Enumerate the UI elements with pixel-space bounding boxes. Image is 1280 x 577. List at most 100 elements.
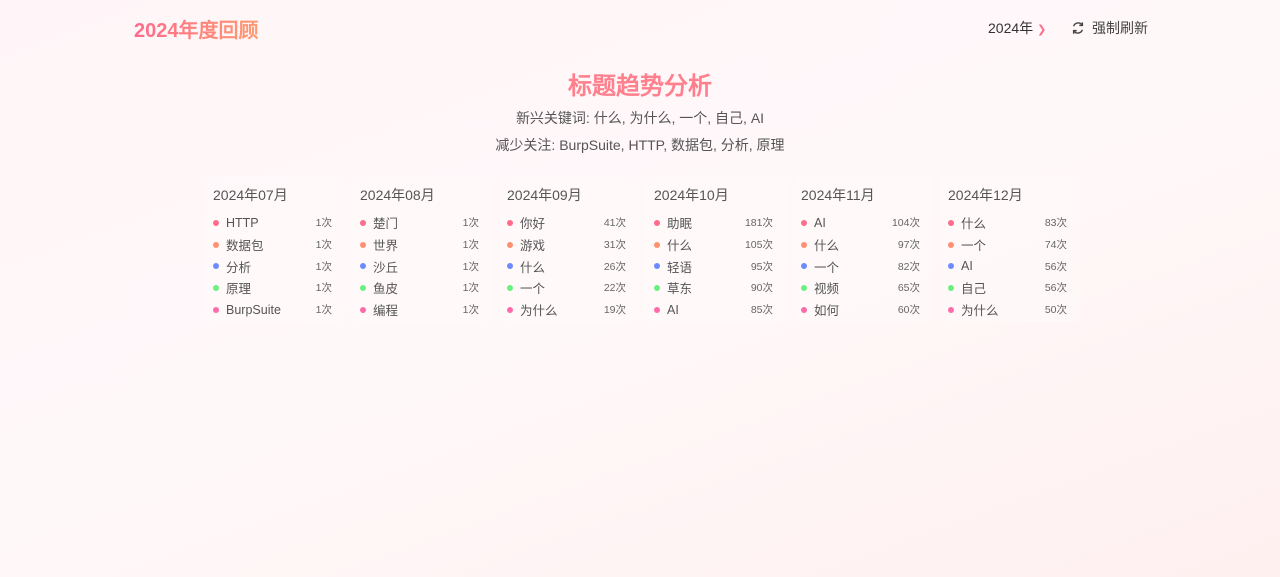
keyword: HTTP: [226, 215, 259, 230]
dot-icon: [360, 306, 366, 313]
month-label: 2024年11月: [801, 187, 875, 203]
dot-icon: [507, 284, 513, 291]
month-card: 2024年09月 你好 41次 游戏 31次 什么 26次 一个 22次 为什么 19次: [499, 176, 639, 322]
keyword: 视频: [814, 282, 840, 297]
chevron-down-icon: ❯: [1037, 24, 1047, 36]
keyword-item: 分析 1次: [213, 255, 337, 277]
keyword-count: 1次: [315, 282, 332, 295]
keyword: 世界: [373, 239, 399, 254]
keyword: 沙丘: [373, 260, 399, 275]
keyword: BurpSuite: [226, 302, 281, 317]
dot-icon: [801, 284, 807, 291]
keyword-count: 105次: [744, 239, 773, 252]
year-select[interactable]: 2024年 ❯: [988, 18, 1046, 38]
month-label: 2024年07月: [213, 187, 288, 203]
dot-icon: [360, 241, 366, 248]
keyword-item: AI 104次: [801, 212, 925, 234]
keyword-count: 1次: [315, 304, 332, 317]
keyword: 你好: [520, 217, 546, 232]
keyword-item: BurpSuite 1次: [213, 299, 337, 321]
keyword: 什么: [961, 217, 987, 232]
keyword-item: 为什么 19次: [507, 299, 631, 321]
keyword: AI: [961, 259, 973, 274]
keyword-count: 19次: [603, 304, 626, 317]
dot-icon: [360, 284, 366, 291]
emerging-keywords: 新兴关键词: 什么, 为什么, 一个, 自己, AI: [515, 110, 765, 126]
keyword: 如何: [814, 304, 840, 319]
keyword-count: 60次: [897, 304, 920, 317]
keyword-count: 56次: [1044, 260, 1067, 273]
refresh-button[interactable]: 强制刷新: [1071, 18, 1148, 38]
keyword-count: 1次: [462, 239, 479, 252]
dot-icon: [213, 284, 219, 291]
keyword: 原理: [226, 282, 252, 297]
dot-icon: [801, 241, 807, 248]
page-title: 标题趋势分析: [568, 73, 712, 100]
keyword: 鱼皮: [373, 282, 399, 297]
keyword-item: 编程 1次: [360, 299, 484, 321]
dot-icon: [948, 306, 954, 313]
dot-icon: [213, 263, 219, 270]
keyword-count: 85次: [750, 304, 773, 317]
keyword: 数据包: [226, 239, 264, 254]
month-card: 2024年12月 什么 83次 一个 74次 AI 56次 自己 56次 为什么 50次: [940, 176, 1080, 322]
dot-icon: [507, 241, 513, 248]
dot-icon: [948, 263, 954, 270]
keyword-item: 轻语 95次: [654, 255, 778, 277]
dot-icon: [801, 306, 807, 313]
dot-icon: [801, 219, 807, 226]
keyword-item: 如何 60次: [801, 299, 925, 321]
keyword-item: 什么 83次: [948, 212, 1072, 234]
header: 2024年度回顾 2024年 ❯ 强制刷新: [0, 0, 1280, 54]
keyword: 轻语: [667, 260, 693, 275]
keyword-item: 自己 56次: [948, 277, 1072, 299]
keyword-item: 游戏 31次: [507, 234, 631, 256]
dot-icon: [654, 219, 660, 226]
dot-icon: [507, 263, 513, 270]
keyword: 什么: [814, 239, 840, 254]
dot-icon: [654, 306, 660, 313]
keyword-count: 31次: [603, 239, 626, 252]
dot-icon: [213, 219, 219, 226]
keyword: 一个: [814, 260, 840, 275]
dot-icon: [801, 263, 807, 270]
keyword-count: 90次: [750, 282, 773, 295]
keyword-item: HTTP 1次: [213, 212, 337, 234]
keyword-item: 什么 97次: [801, 234, 925, 256]
keyword-item: 什么 105次: [654, 234, 778, 256]
logo[interactable]: 2024年度回顾: [134, 14, 259, 43]
keyword: 自己: [961, 282, 987, 297]
keyword-count: 1次: [315, 217, 332, 230]
keyword-item: AI 56次: [948, 255, 1072, 277]
dot-icon: [213, 241, 219, 248]
keyword-item: 助眠 181次: [654, 212, 778, 234]
keyword-count: 22次: [603, 282, 626, 295]
keyword-item: 一个 74次: [948, 234, 1072, 256]
keyword: 分析: [226, 260, 252, 275]
keyword-count: 95次: [750, 260, 773, 273]
keyword-item: AI 85次: [654, 299, 778, 321]
dot-icon: [654, 241, 660, 248]
keyword: AI: [667, 302, 679, 317]
keyword-item: 一个 82次: [801, 255, 925, 277]
refresh-icon: [1072, 22, 1084, 34]
month-label: 2024年12月: [948, 187, 1023, 203]
keyword-count: 181次: [744, 217, 773, 230]
month-label: 2024年09月: [507, 187, 582, 203]
keyword-count: 74次: [1044, 239, 1067, 252]
dot-icon: [360, 263, 366, 270]
year-select-value: 2024年: [988, 20, 1034, 36]
keyword-item: 草东 90次: [654, 277, 778, 299]
keyword-item: 原理 1次: [213, 277, 337, 299]
keyword-item: 你好 41次: [507, 212, 631, 234]
keyword: 什么: [667, 239, 693, 254]
month-label: 2024年08月: [360, 187, 435, 203]
keyword-count: 56次: [1044, 282, 1067, 295]
keyword-count: 41次: [603, 217, 626, 230]
keyword-count: 1次: [462, 282, 479, 295]
keyword-count: 82次: [897, 260, 920, 273]
keyword-item: 世界 1次: [360, 234, 484, 256]
keyword-item: 数据包 1次: [213, 234, 337, 256]
dot-icon: [948, 284, 954, 291]
dot-icon: [654, 263, 660, 270]
